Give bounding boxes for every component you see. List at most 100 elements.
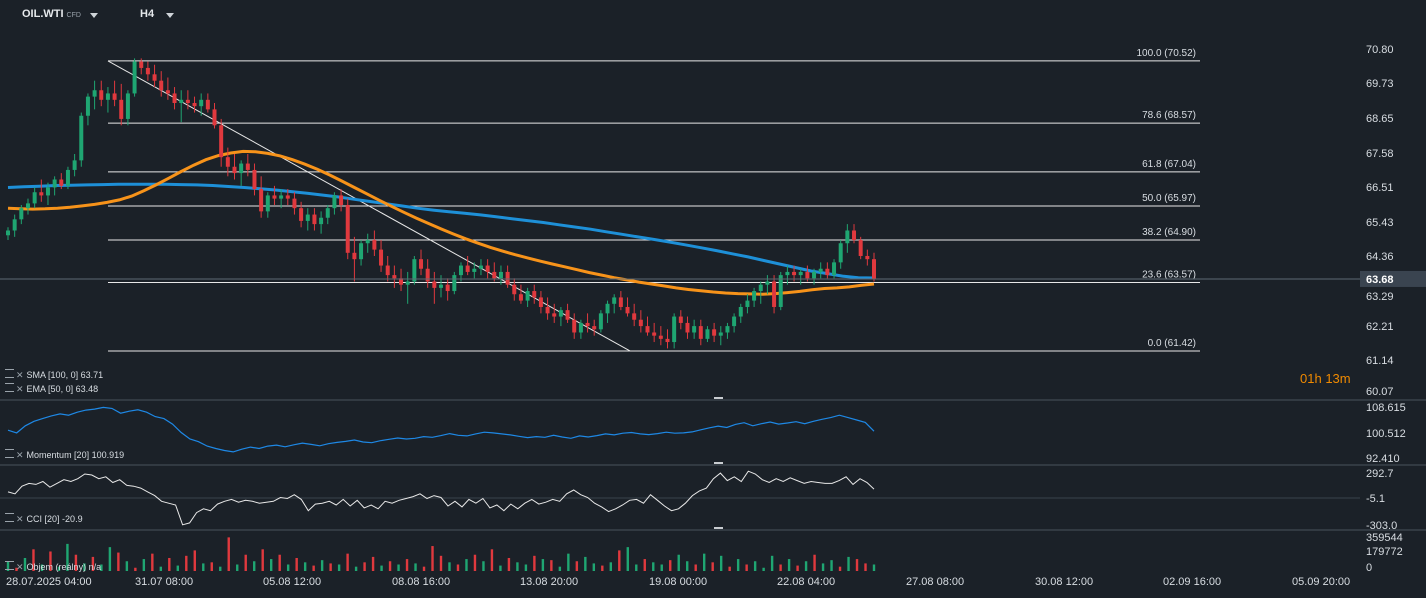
ema-legend[interactable]: ✕ EMA [50, 0] 63.48 [5,383,98,395]
candle-body [825,268,830,276]
price-axis-tick-label: 70.80 [1366,44,1394,56]
timeframe-dropdown-chevron-icon[interactable] [166,13,174,18]
candle-body [858,240,863,256]
volume-bar [422,566,426,571]
volume-bar [465,559,468,571]
volume-bar [202,563,205,571]
candle-body [612,297,617,304]
candle-body [492,271,497,279]
volume-bar [193,550,196,571]
candle-body [798,271,803,276]
close-icon[interactable]: ✕ [16,370,24,380]
volume-bar [702,553,706,571]
price-axis-tick-label: 62.21 [1366,321,1394,333]
volume-bar [847,556,850,571]
volume-bar [533,555,536,571]
close-icon[interactable]: ✕ [16,562,24,572]
volume-bar [796,565,799,571]
candle-body [712,329,717,336]
ema-legend-text: EMA [50, 0] 63.48 [26,384,99,394]
candle-body [239,163,244,174]
candle-body [192,102,197,107]
volume-bar [405,559,409,571]
settings-icon[interactable] [5,369,14,378]
price-axis-tick-label: 67.58 [1366,148,1394,160]
volume-bar [609,562,613,571]
volume-bar [66,543,69,571]
candle-body [718,332,723,336]
settings-icon[interactable] [5,449,14,458]
momentum-axis-tick-label: 100.512 [1366,428,1406,440]
candle-body [6,230,10,236]
volume-bar [134,567,137,571]
volume-bar [745,564,748,571]
candle-body [312,214,317,225]
symbol-dropdown-chevron-icon[interactable] [90,13,98,18]
fibonacci-level-label: 23.6 (63.57) [1142,269,1196,280]
volume-bar [261,549,264,571]
candle-body [319,217,324,225]
time-axis-tick-label: 05.08 12:00 [263,576,321,588]
cci-legend[interactable]: ✕ CCI [20] -20.9 [5,513,83,525]
candle-body [625,306,630,314]
close-icon[interactable]: ✕ [16,384,24,394]
volume-legend[interactable]: ✕ Objem (reálny) n/a [5,561,101,573]
fibonacci-level-label: 78.6 (68.57) [1142,110,1196,121]
panel-resize-handle [714,397,723,399]
settings-icon[interactable] [5,561,14,570]
candle-body [505,271,510,285]
price-axis-tick-label: 65.43 [1366,217,1394,229]
candle-body [325,208,330,218]
volume-bar [329,563,332,571]
volume-bar [652,562,655,571]
candle-body [572,319,577,333]
candle-body [865,255,870,260]
volume-bar [719,555,723,571]
candle-body [139,61,144,68]
candle-body [585,322,590,327]
volume-bar [431,546,434,571]
candle-body [452,275,457,292]
candle-body [119,99,124,119]
time-axis-tick-label: 02.09 16:00 [1163,576,1221,588]
volume-bar [550,560,553,571]
volume-bar [168,557,171,571]
candle-body [45,187,50,196]
fibonacci-level-label: 38.2 (64.90) [1142,227,1196,238]
volume-bar [864,563,867,571]
close-icon[interactable]: ✕ [16,450,24,460]
time-axis-tick-label: 22.08 04:00 [777,576,835,588]
volume-axis-tick-label: 179772 [1366,546,1403,558]
candle-body [532,291,537,298]
volume-bar [142,559,146,571]
close-icon[interactable]: ✕ [16,514,24,524]
volume-bar [269,559,273,571]
candle-body [765,281,770,285]
momentum-legend[interactable]: ✕ Momentum [20] 100.919 [5,449,124,461]
candle-body [152,74,157,81]
candle-body [792,271,797,276]
candle-body [259,189,264,212]
settings-icon[interactable] [5,383,14,392]
volume-bar [618,550,621,571]
volume-bar [804,561,808,571]
volume-bar [762,567,765,571]
timeframe-selector[interactable]: H4 [140,8,154,20]
candle-body [445,284,450,292]
volume-bar [397,564,400,571]
volume-bar [821,563,825,571]
countdown-minutes-unit: m [1339,371,1351,386]
candle-body [772,281,777,307]
settings-icon[interactable] [5,513,14,522]
volume-bar [91,556,95,571]
candle-body [225,157,230,167]
candle-body [132,61,137,94]
volume-bar [244,554,247,571]
symbol-selector[interactable]: OIL.WTI CFD [22,8,81,20]
volume-bar [838,566,842,571]
candle-body [525,291,530,301]
volume-bar [770,555,774,571]
sma-legend[interactable]: ✕ SMA [100, 0] 63.71 [5,369,103,381]
candle-body [25,203,30,209]
